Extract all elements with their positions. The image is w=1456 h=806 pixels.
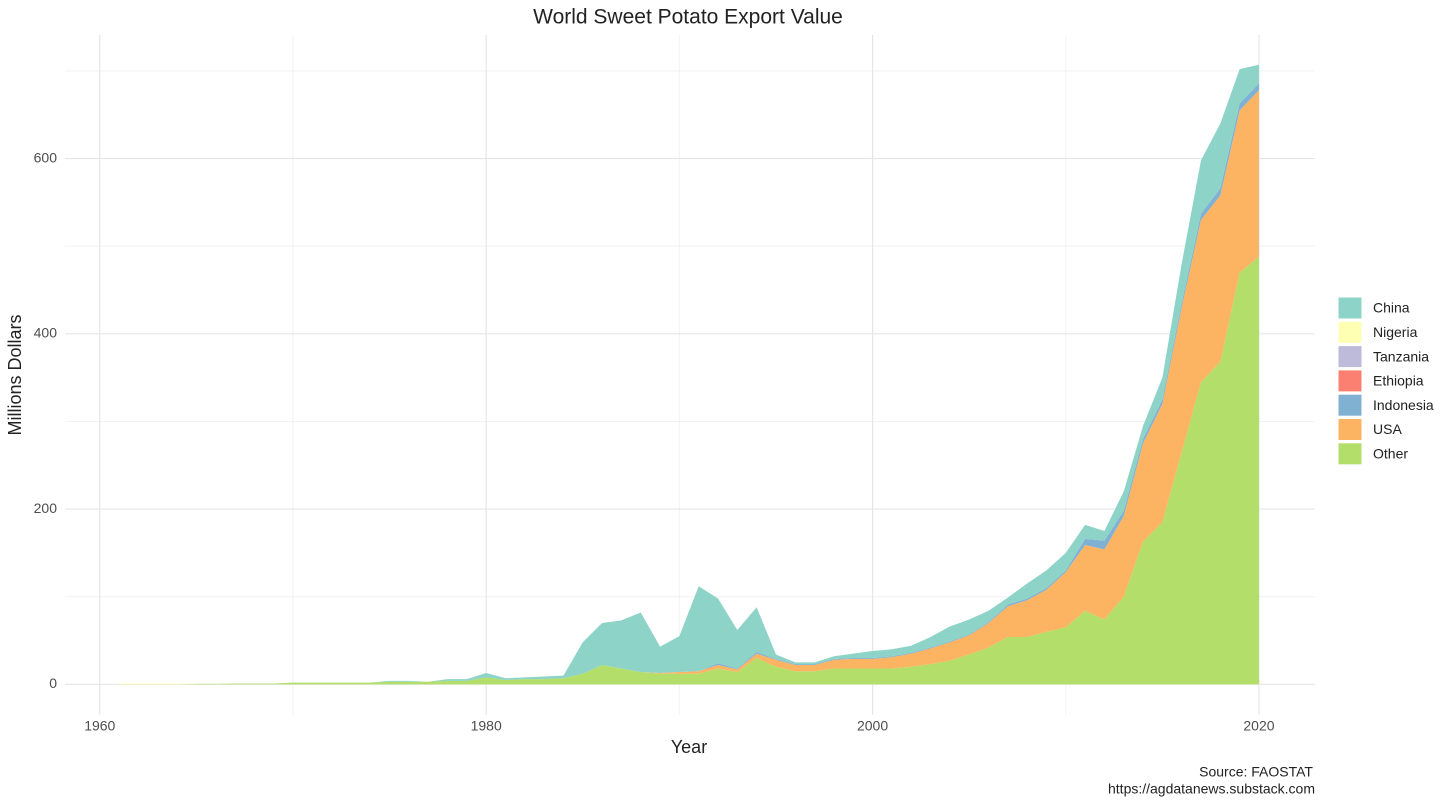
legend-key <box>1337 442 1363 466</box>
y-axis-label: Millions Dollars <box>5 314 25 435</box>
legend-label: Tanzania <box>1373 348 1429 364</box>
x-axis-label: Year <box>671 737 707 757</box>
area <box>119 256 1259 685</box>
legend-key <box>1337 393 1363 417</box>
legend-label: Other <box>1373 446 1408 462</box>
x-tick-label: 2000 <box>857 718 888 734</box>
legend-label: Nigeria <box>1373 324 1418 340</box>
legend-key <box>1337 418 1363 441</box>
areas <box>119 64 1259 685</box>
y-tick-label: 200 <box>34 500 58 516</box>
area <box>119 90 1259 685</box>
chart-title: World Sweet Potato Export Value <box>533 6 843 29</box>
legend-label: USA <box>1373 421 1402 437</box>
legend-key <box>1337 296 1363 320</box>
legend-label: Ethiopia <box>1373 373 1424 389</box>
caption: Source: FAOSTAT <box>1199 764 1313 780</box>
y-tick-label: 400 <box>34 325 58 341</box>
caption: https://agdatanews.substack.com <box>1108 781 1315 797</box>
y-tick-label: 600 <box>34 149 58 165</box>
x-tick-label: 1960 <box>84 718 115 734</box>
y-tick-label: 0 <box>49 675 57 691</box>
legend-label: China <box>1373 300 1410 316</box>
legend-key <box>1337 369 1363 393</box>
legend-key <box>1337 320 1363 344</box>
legend-label: Indonesia <box>1373 397 1434 413</box>
x-tick-label: 2020 <box>1243 718 1274 734</box>
x-tick-label: 1980 <box>471 718 502 734</box>
grid <box>65 35 1315 715</box>
legend-key <box>1337 345 1363 369</box>
